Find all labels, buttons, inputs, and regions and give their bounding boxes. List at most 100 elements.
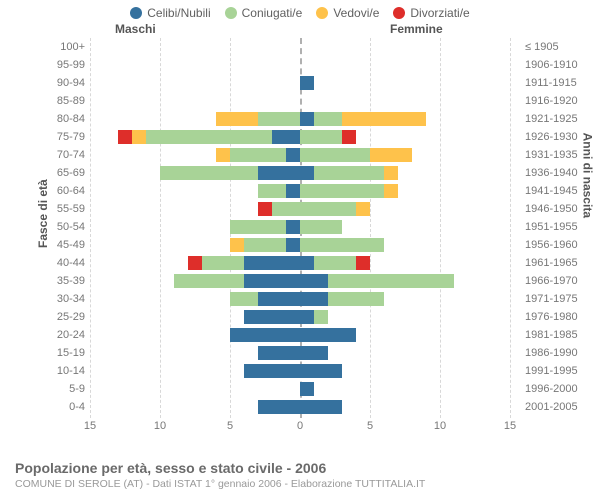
male-bar — [230, 292, 300, 306]
bar-segment — [258, 346, 300, 360]
bar-row — [90, 38, 510, 56]
bar-segment — [300, 148, 370, 162]
plot-area: Fasce di età Anni di nascita 100+95-9990… — [30, 38, 590, 434]
age-label: 15-19 — [30, 344, 85, 362]
bar-segment — [272, 202, 300, 216]
bar-segment — [328, 274, 454, 288]
bar-row — [90, 362, 510, 380]
legend-swatch — [225, 7, 237, 19]
female-bar — [300, 346, 328, 360]
female-bar — [300, 400, 342, 414]
age-label: 95-99 — [30, 56, 85, 74]
gender-headers: Maschi Femmine — [0, 22, 600, 38]
bar-segment — [300, 184, 384, 198]
bar-segment — [244, 274, 300, 288]
male-bar — [230, 238, 300, 252]
age-label: 10-14 — [30, 362, 85, 380]
bar-row — [90, 290, 510, 308]
bar-segment — [314, 166, 384, 180]
bar-segment — [356, 256, 370, 270]
age-label: 25-29 — [30, 308, 85, 326]
bar-segment — [300, 400, 342, 414]
x-tick-label: 15 — [84, 420, 96, 432]
birth-label: 1936-1940 — [525, 164, 590, 182]
age-label: 75-79 — [30, 128, 85, 146]
legend-label: Coniugati/e — [242, 6, 303, 20]
x-tick-label: 5 — [367, 420, 373, 432]
legend: Celibi/NubiliConiugati/eVedovi/eDivorzia… — [0, 0, 600, 22]
female-bar — [300, 148, 412, 162]
grid-line — [510, 38, 511, 418]
bar-segment — [244, 364, 300, 378]
bar-segment — [272, 130, 300, 144]
bar-row — [90, 344, 510, 362]
legend-swatch — [393, 7, 405, 19]
bar-segment — [300, 238, 384, 252]
age-label: 70-74 — [30, 146, 85, 164]
legend-swatch — [130, 7, 142, 19]
age-label: 50-54 — [30, 218, 85, 236]
birth-label: 1926-1930 — [525, 128, 590, 146]
age-label: 35-39 — [30, 272, 85, 290]
male-bar — [258, 346, 300, 360]
bar-segment — [244, 256, 300, 270]
age-label: 90-94 — [30, 74, 85, 92]
birth-label: 1971-1975 — [525, 290, 590, 308]
bar-segment — [230, 238, 244, 252]
header-female: Femmine — [390, 22, 443, 36]
female-bar — [300, 220, 342, 234]
bar-segment — [258, 184, 286, 198]
bar-segment — [160, 166, 258, 180]
bar-segment — [314, 256, 356, 270]
legend-item: Celibi/Nubili — [130, 6, 210, 20]
bar-segment — [174, 274, 244, 288]
bar-segment — [258, 292, 300, 306]
birth-label: ≤ 1905 — [525, 38, 590, 56]
male-bar — [244, 364, 300, 378]
birth-label: 1961-1965 — [525, 254, 590, 272]
male-bar — [230, 220, 300, 234]
x-tick-label: 10 — [154, 420, 166, 432]
age-label: 40-44 — [30, 254, 85, 272]
bar-segment — [230, 148, 286, 162]
birth-label: 1946-1950 — [525, 200, 590, 218]
female-bar — [300, 112, 426, 126]
bar-segment — [286, 148, 300, 162]
birth-label: 1951-1955 — [525, 218, 590, 236]
bar-segment — [216, 148, 230, 162]
bar-row — [90, 182, 510, 200]
legend-item: Coniugati/e — [225, 6, 303, 20]
bar-segment — [300, 382, 314, 396]
birth-label: 1921-1925 — [525, 110, 590, 128]
female-bar — [300, 76, 314, 90]
birth-label: 1911-1915 — [525, 74, 590, 92]
age-label: 60-64 — [30, 182, 85, 200]
bar-row — [90, 380, 510, 398]
x-tick-label: 5 — [227, 420, 233, 432]
bar-row — [90, 128, 510, 146]
birth-label: 1931-1935 — [525, 146, 590, 164]
x-tick-label: 0 — [297, 420, 303, 432]
bar-row — [90, 110, 510, 128]
bar-row — [90, 254, 510, 272]
bar-row — [90, 218, 510, 236]
bar-segment — [216, 112, 258, 126]
female-bar — [300, 364, 342, 378]
birth-label: 1956-1960 — [525, 236, 590, 254]
birth-label: 1941-1945 — [525, 182, 590, 200]
bar-row — [90, 92, 510, 110]
male-bar — [160, 166, 300, 180]
bar-segment — [314, 310, 328, 324]
male-bar — [216, 112, 300, 126]
bar-segment — [258, 202, 272, 216]
bar-segment — [300, 202, 356, 216]
bar-segment — [328, 292, 384, 306]
legend-label: Celibi/Nubili — [147, 6, 210, 20]
female-bar — [300, 310, 328, 324]
x-tick-label: 15 — [504, 420, 516, 432]
header-male: Maschi — [115, 22, 156, 36]
age-label: 30-34 — [30, 290, 85, 308]
female-bar — [300, 130, 356, 144]
bar-segment — [132, 130, 146, 144]
bar-segment — [300, 130, 342, 144]
